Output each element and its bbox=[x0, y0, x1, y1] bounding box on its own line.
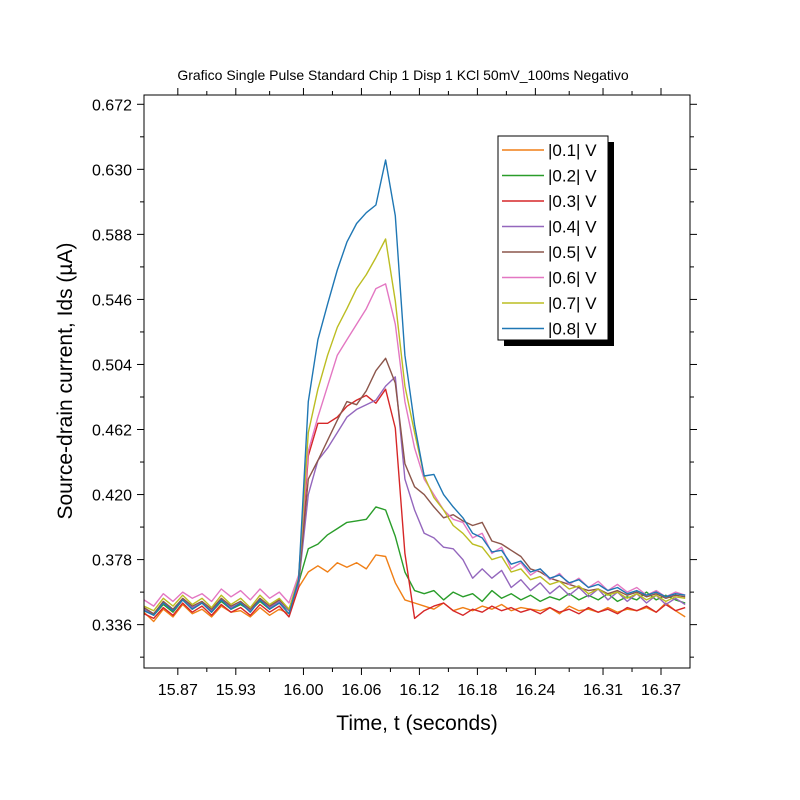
legend-label-4: |0.4| V bbox=[548, 218, 597, 237]
x-tick-label: 16.37 bbox=[641, 682, 681, 699]
x-tick-label: 16.24 bbox=[515, 682, 555, 699]
y-tick-label: 0.378 bbox=[92, 553, 132, 570]
plot-area-frame bbox=[143, 94, 691, 669]
y-tick-label: 0.504 bbox=[92, 357, 132, 374]
y-axis-title: Source-drain current, Ids (µA) bbox=[54, 242, 77, 519]
y-tick-label: 0.546 bbox=[92, 292, 132, 309]
legend-label-1: |0.1| V bbox=[548, 141, 597, 160]
x-tick-label: 15.87 bbox=[158, 682, 198, 699]
y-tick-label: 0.336 bbox=[92, 618, 132, 635]
legend-label-7: |0.7| V bbox=[548, 294, 597, 313]
legend-label-3: |0.3| V bbox=[548, 192, 597, 211]
legend-label-5: |0.5| V bbox=[548, 243, 597, 262]
x-axis-title: Time, t (seconds) bbox=[336, 712, 497, 735]
x-tick-label: 16.18 bbox=[457, 682, 497, 699]
legend-box bbox=[497, 135, 609, 341]
legend-items: |0.1| V |0.2| V |0.3| V |0.4| V |0.5| V |0.6|… bbox=[502, 141, 597, 339]
x-tick-label: 16.00 bbox=[283, 682, 323, 699]
series-line-4 bbox=[143, 376, 686, 615]
y-tick-label: 0.420 bbox=[92, 488, 132, 505]
x-tick-label: 16.31 bbox=[583, 682, 623, 699]
series-layer bbox=[143, 159, 686, 623]
series-line-3 bbox=[143, 388, 686, 620]
chart-title: Grafico Single Pulse Standard Chip 1 Dis… bbox=[177, 67, 629, 83]
y-tick-label: 0.630 bbox=[92, 162, 132, 179]
x-tick-label: 16.06 bbox=[341, 682, 381, 699]
series-line-8 bbox=[143, 159, 686, 616]
axis-layer: 15.87 15.93 16.00 16.06 16.12 16.18 16.24 16.31… bbox=[92, 88, 697, 699]
y-tick-label: 0.588 bbox=[92, 227, 132, 244]
legend: |0.1| V |0.2| V |0.3| V |0.4| V |0.5| V |0.6|… bbox=[497, 135, 614, 346]
series-line-5 bbox=[143, 357, 686, 615]
legend-label-6: |0.6| V bbox=[548, 269, 597, 288]
series-line-7 bbox=[143, 238, 686, 612]
x-tick-label: 16.12 bbox=[399, 682, 439, 699]
x-tick-label: 15.93 bbox=[216, 682, 256, 699]
y-tick-label: 0.672 bbox=[92, 97, 132, 114]
y-tick-label: 0.462 bbox=[92, 423, 132, 440]
legend-label-8: |0.8| V bbox=[548, 320, 597, 339]
series-line-6 bbox=[143, 283, 686, 607]
legend-label-2: |0.2| V bbox=[548, 167, 597, 186]
